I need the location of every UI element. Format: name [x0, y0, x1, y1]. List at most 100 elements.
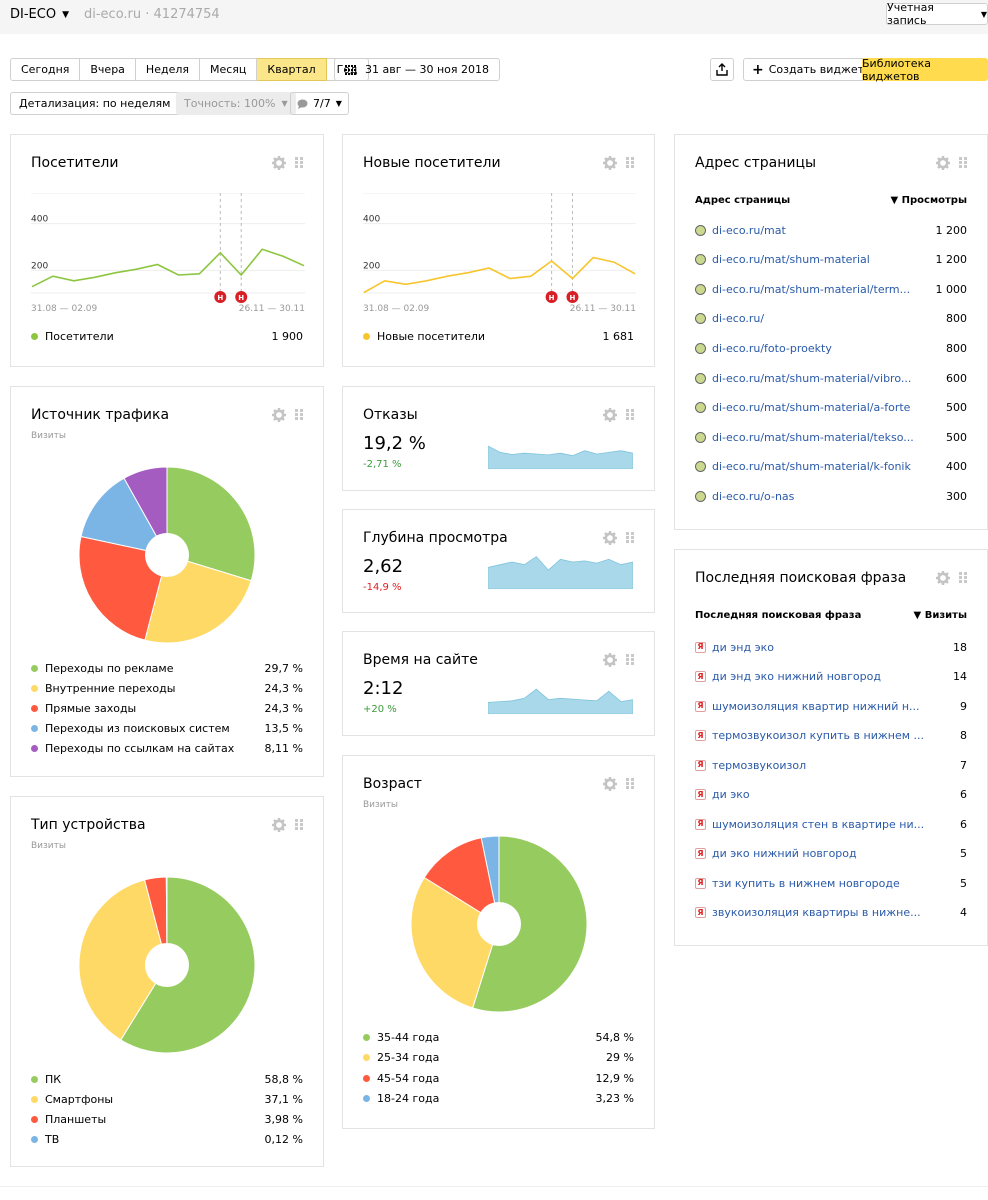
legend-label: 18-24 года — [377, 1092, 440, 1105]
row-value: 300 — [946, 489, 967, 503]
row-link[interactable]: ди энд эко — [712, 640, 774, 654]
row-link[interactable]: di-eco.ru/foto-proekty — [712, 341, 832, 355]
period-button[interactable]: Неделя — [135, 58, 200, 81]
row-link[interactable]: ди энд эко нижний новгород — [712, 670, 881, 683]
column-header-phrase[interactable]: Последняя поисковая фраза — [695, 610, 862, 621]
favicon-icon — [695, 254, 706, 266]
legend-value: 24,3 % — [264, 701, 303, 715]
row-link[interactable]: di-eco.ru/mat/shum-material — [712, 253, 870, 267]
site-selector[interactable]: DI-ECO ▼ — [10, 7, 69, 22]
drag-handle-icon[interactable] — [626, 778, 634, 790]
period-button[interactable]: Месяц — [199, 58, 258, 81]
sparkline-area — [488, 445, 633, 469]
column-header-visits[interactable]: ▼ Визиты — [913, 610, 967, 621]
legend-item: Прямые заходы 24,3 % — [31, 700, 303, 716]
widget-controls — [272, 156, 303, 170]
row-link[interactable]: di-eco.ru/mat/shum-material/tekso... — [712, 430, 914, 444]
row-link[interactable]: di-eco.ru/mat — [712, 223, 786, 237]
traffic-source-widget: Источник трафика Визиты Переходы по рекл… — [10, 386, 324, 777]
gear-icon[interactable] — [603, 531, 617, 545]
column-header-views[interactable]: ▼ Просмотры — [890, 195, 967, 206]
legend-value: 13,5 % — [264, 721, 303, 735]
annotation-marker-label: H — [238, 294, 244, 302]
drag-handle-icon[interactable] — [626, 654, 634, 666]
legend-item: 18-24 года 3,23 % — [363, 1091, 634, 1107]
row-link[interactable]: тзи купить в нижнем новгороде — [712, 876, 900, 890]
row-link[interactable]: di-eco.ru/ — [712, 312, 765, 326]
y-tick-label: 200 — [31, 261, 48, 271]
legend-value: 54,8 % — [595, 1030, 634, 1044]
widget-controls — [603, 777, 634, 791]
row-link[interactable]: шумоизоляция стен в квартире ни... — [712, 817, 925, 831]
notes-dropdown[interactable]: 7/7 ▼ — [290, 92, 349, 115]
widget-controls — [936, 156, 967, 170]
row-link[interactable]: звукоизоляция квартиры в нижне... — [712, 906, 921, 919]
drag-handle-icon[interactable] — [295, 409, 303, 421]
drag-handle-icon[interactable] — [626, 532, 634, 544]
row-link[interactable]: di-eco.ru/mat/shum-material/a-forte — [712, 401, 911, 415]
gear-icon[interactable] — [936, 156, 950, 170]
drag-handle-icon[interactable] — [626, 409, 634, 421]
widget-controls — [936, 571, 967, 585]
legend-dot — [31, 724, 38, 732]
drag-handle-icon[interactable] — [959, 572, 967, 584]
row-link[interactable]: di-eco.ru/mat/shum-material/vibro... — [712, 371, 912, 385]
row-link[interactable]: di-eco.ru/mat/shum-material/term... — [712, 282, 911, 296]
device-type-widget: Тип устройства Визиты ПК 58,8 % Смартфоны 3… — [10, 796, 324, 1167]
period-button[interactable]: Квартал — [257, 58, 327, 81]
drag-handle-icon[interactable] — [295, 157, 303, 169]
favicon-icon — [695, 490, 706, 502]
date-range-label: 31 авг — 30 ноя 2018 — [365, 63, 490, 76]
row-value: 800 — [946, 312, 967, 326]
row-link[interactable]: di-eco.ru/mat/shum-material/k-fonik — [712, 460, 911, 474]
gear-icon[interactable] — [603, 653, 617, 667]
x-tick-label: 31.08 — 02.09 — [363, 304, 430, 314]
gear-icon[interactable] — [272, 818, 286, 832]
visitors-line-chart: 400 200 H H 31.08 — 02.09 26.11 — 30.11 — [31, 193, 305, 314]
drag-handle-icon[interactable] — [626, 157, 634, 169]
gear-icon[interactable] — [272, 408, 286, 422]
accuracy-dropdown[interactable]: Точность: 100% ▼ — [176, 92, 296, 115]
favicon-icon — [695, 461, 706, 473]
detail-dropdown[interactable]: Детализация: по неделям ▼ — [10, 92, 192, 115]
date-range-button[interactable]: 31 авг — 30 ноя 2018 — [334, 58, 501, 81]
period-button[interactable]: Вчера — [80, 58, 136, 81]
legend-value: 12,9 % — [595, 1071, 634, 1085]
legend-dot — [363, 1095, 370, 1102]
share-button[interactable] — [710, 58, 734, 81]
create-widget-button[interactable]: + Создать виджет — [743, 58, 874, 81]
pie-hole — [477, 902, 521, 946]
account-button[interactable]: Учетная запись ▼ — [886, 1, 988, 27]
legend-item: Новые посетители 1 681 — [363, 328, 634, 344]
annotation-marker-label: H — [570, 294, 576, 302]
row-link[interactable]: ди эко нижний новгород — [712, 847, 857, 860]
share-icon — [716, 63, 728, 76]
gear-icon[interactable] — [603, 156, 617, 170]
row-value: 400 — [946, 460, 967, 474]
legend-item: Переходы из поисковых систем 13,5 % — [31, 720, 303, 736]
metric-value: 19,2 % — [363, 433, 426, 454]
widget-library-button[interactable]: Библиотека виджетов — [862, 57, 988, 83]
gear-icon[interactable] — [272, 156, 286, 170]
legend-dot — [31, 684, 38, 692]
widget-subtitle: Визиты — [31, 841, 67, 851]
table-header: Адрес страницы ▼ Просмотры — [695, 195, 967, 206]
drag-handle-icon[interactable] — [295, 819, 303, 831]
row-link[interactable]: термозвукоизол — [712, 758, 807, 772]
chevron-down-icon: ▼ — [281, 99, 288, 108]
period-button[interactable]: Сегодня — [10, 58, 81, 81]
column-header-address[interactable]: Адрес страницы — [695, 195, 791, 206]
row-link[interactable]: ди эко — [712, 788, 750, 801]
row-link[interactable]: di-eco.ru/o-nas — [712, 489, 795, 503]
traffic-pie-chart — [78, 466, 256, 644]
gear-icon[interactable] — [936, 571, 950, 585]
row-link[interactable]: термозвукоизол купить в нижнем ... — [712, 729, 925, 742]
gear-icon[interactable] — [603, 408, 617, 422]
gear-icon[interactable] — [603, 777, 617, 791]
row-link[interactable]: шумоизоляция квартир нижний н... — [712, 699, 920, 713]
drag-handle-icon[interactable] — [959, 157, 967, 169]
legend-value: 3,98 % — [264, 1112, 303, 1126]
widget-title: Время на сайте — [363, 652, 478, 668]
row-value: 1 000 — [935, 282, 968, 296]
chevron-down-icon: ▼ — [335, 99, 342, 108]
